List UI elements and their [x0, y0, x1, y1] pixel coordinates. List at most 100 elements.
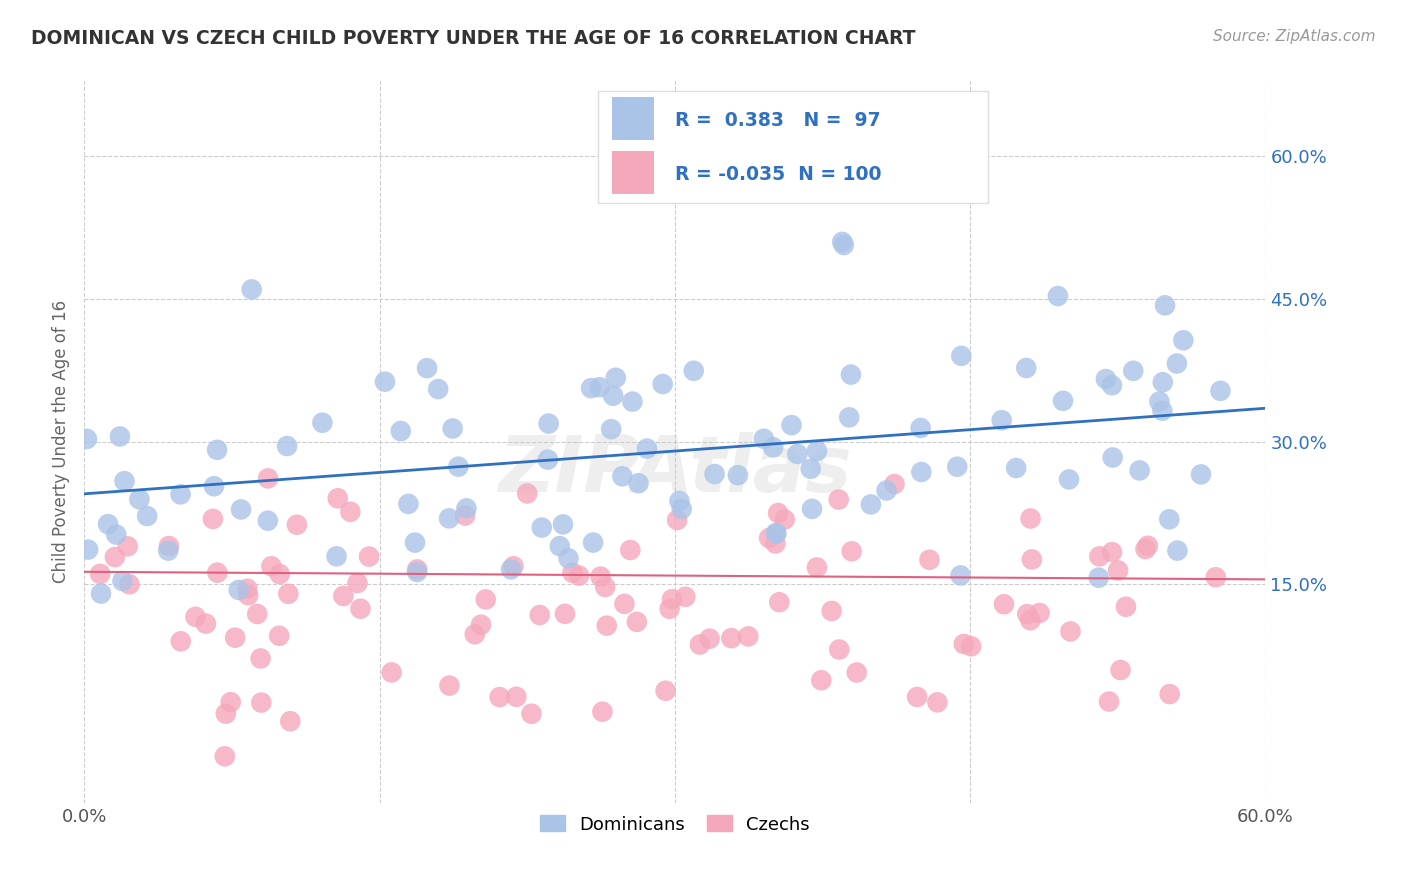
Point [437, 511, 460, 525]
Point [589, 569, 612, 583]
Point [554, 607, 576, 621]
Point [758, 531, 780, 545]
Point [157, 543, 180, 558]
Point [1149, 394, 1171, 409]
Point [801, 501, 824, 516]
Point [949, 568, 972, 582]
Point [832, 238, 855, 252]
Point [568, 568, 591, 582]
Point [285, 517, 308, 532]
Point [76, 432, 98, 446]
Point [876, 483, 898, 498]
Point [516, 486, 538, 500]
Point [859, 498, 882, 512]
Point [619, 543, 641, 558]
Point [910, 465, 932, 479]
Point [561, 566, 583, 580]
Point [950, 349, 973, 363]
Point [765, 526, 787, 541]
Point [1098, 694, 1121, 708]
Point [810, 673, 832, 688]
Point [828, 492, 851, 507]
Point [215, 706, 238, 721]
Point [671, 502, 693, 516]
Point [537, 417, 560, 431]
Point [1057, 472, 1080, 486]
Point [605, 370, 627, 384]
FancyBboxPatch shape [612, 97, 654, 140]
Y-axis label: Child Poverty Under the Age of 16: Child Poverty Under the Age of 16 [52, 300, 70, 583]
Point [626, 615, 648, 629]
Point [993, 597, 1015, 611]
Point [766, 506, 789, 520]
Point [214, 749, 236, 764]
Point [136, 509, 159, 524]
Point [654, 683, 676, 698]
Point [505, 690, 527, 704]
Point [786, 447, 808, 461]
Point [752, 432, 775, 446]
Point [1135, 542, 1157, 557]
Point [1028, 606, 1050, 620]
Point [600, 422, 623, 436]
Point [349, 601, 371, 615]
Point [238, 588, 260, 602]
Point [374, 375, 396, 389]
Point [1015, 361, 1038, 376]
Point [1115, 599, 1137, 614]
Point [530, 520, 553, 534]
Point [406, 565, 429, 579]
Point [406, 562, 429, 576]
Point [357, 549, 380, 564]
Point [339, 505, 361, 519]
Point [596, 618, 619, 632]
Point [780, 418, 803, 433]
Point [228, 582, 250, 597]
Point [474, 592, 496, 607]
Point [389, 424, 412, 438]
Point [499, 562, 522, 576]
Point [1095, 372, 1118, 386]
Point [1173, 333, 1195, 347]
Point [104, 549, 127, 564]
Point [184, 610, 207, 624]
Point [502, 559, 524, 574]
Point [207, 566, 229, 580]
Point [170, 634, 193, 648]
Point [97, 517, 120, 532]
Point [346, 576, 368, 591]
Point [682, 364, 704, 378]
Point [396, 497, 419, 511]
Point [661, 592, 683, 607]
Point [201, 512, 224, 526]
Point [557, 551, 579, 566]
Point [838, 410, 860, 425]
Point [89, 566, 111, 581]
Point [634, 130, 657, 145]
Point [246, 607, 269, 621]
Point [806, 560, 828, 574]
Point [381, 665, 404, 680]
FancyBboxPatch shape [598, 91, 988, 203]
Point [108, 429, 131, 443]
Point [1109, 663, 1132, 677]
Point [910, 421, 932, 435]
Point [202, 479, 225, 493]
Point [464, 627, 486, 641]
Point [1005, 461, 1028, 475]
Point [1017, 607, 1039, 621]
Point [1154, 298, 1177, 312]
Point [1046, 289, 1069, 303]
Point [841, 544, 863, 558]
Point [768, 595, 790, 609]
Point [1152, 376, 1174, 390]
Point [990, 413, 1012, 427]
Point [737, 629, 759, 643]
Point [260, 559, 283, 574]
Point [236, 582, 259, 596]
Point [325, 549, 347, 564]
Point [612, 469, 634, 483]
Text: R =  0.383   N =  97: R = 0.383 N = 97 [675, 112, 880, 130]
Point [960, 639, 983, 653]
Point [918, 553, 941, 567]
